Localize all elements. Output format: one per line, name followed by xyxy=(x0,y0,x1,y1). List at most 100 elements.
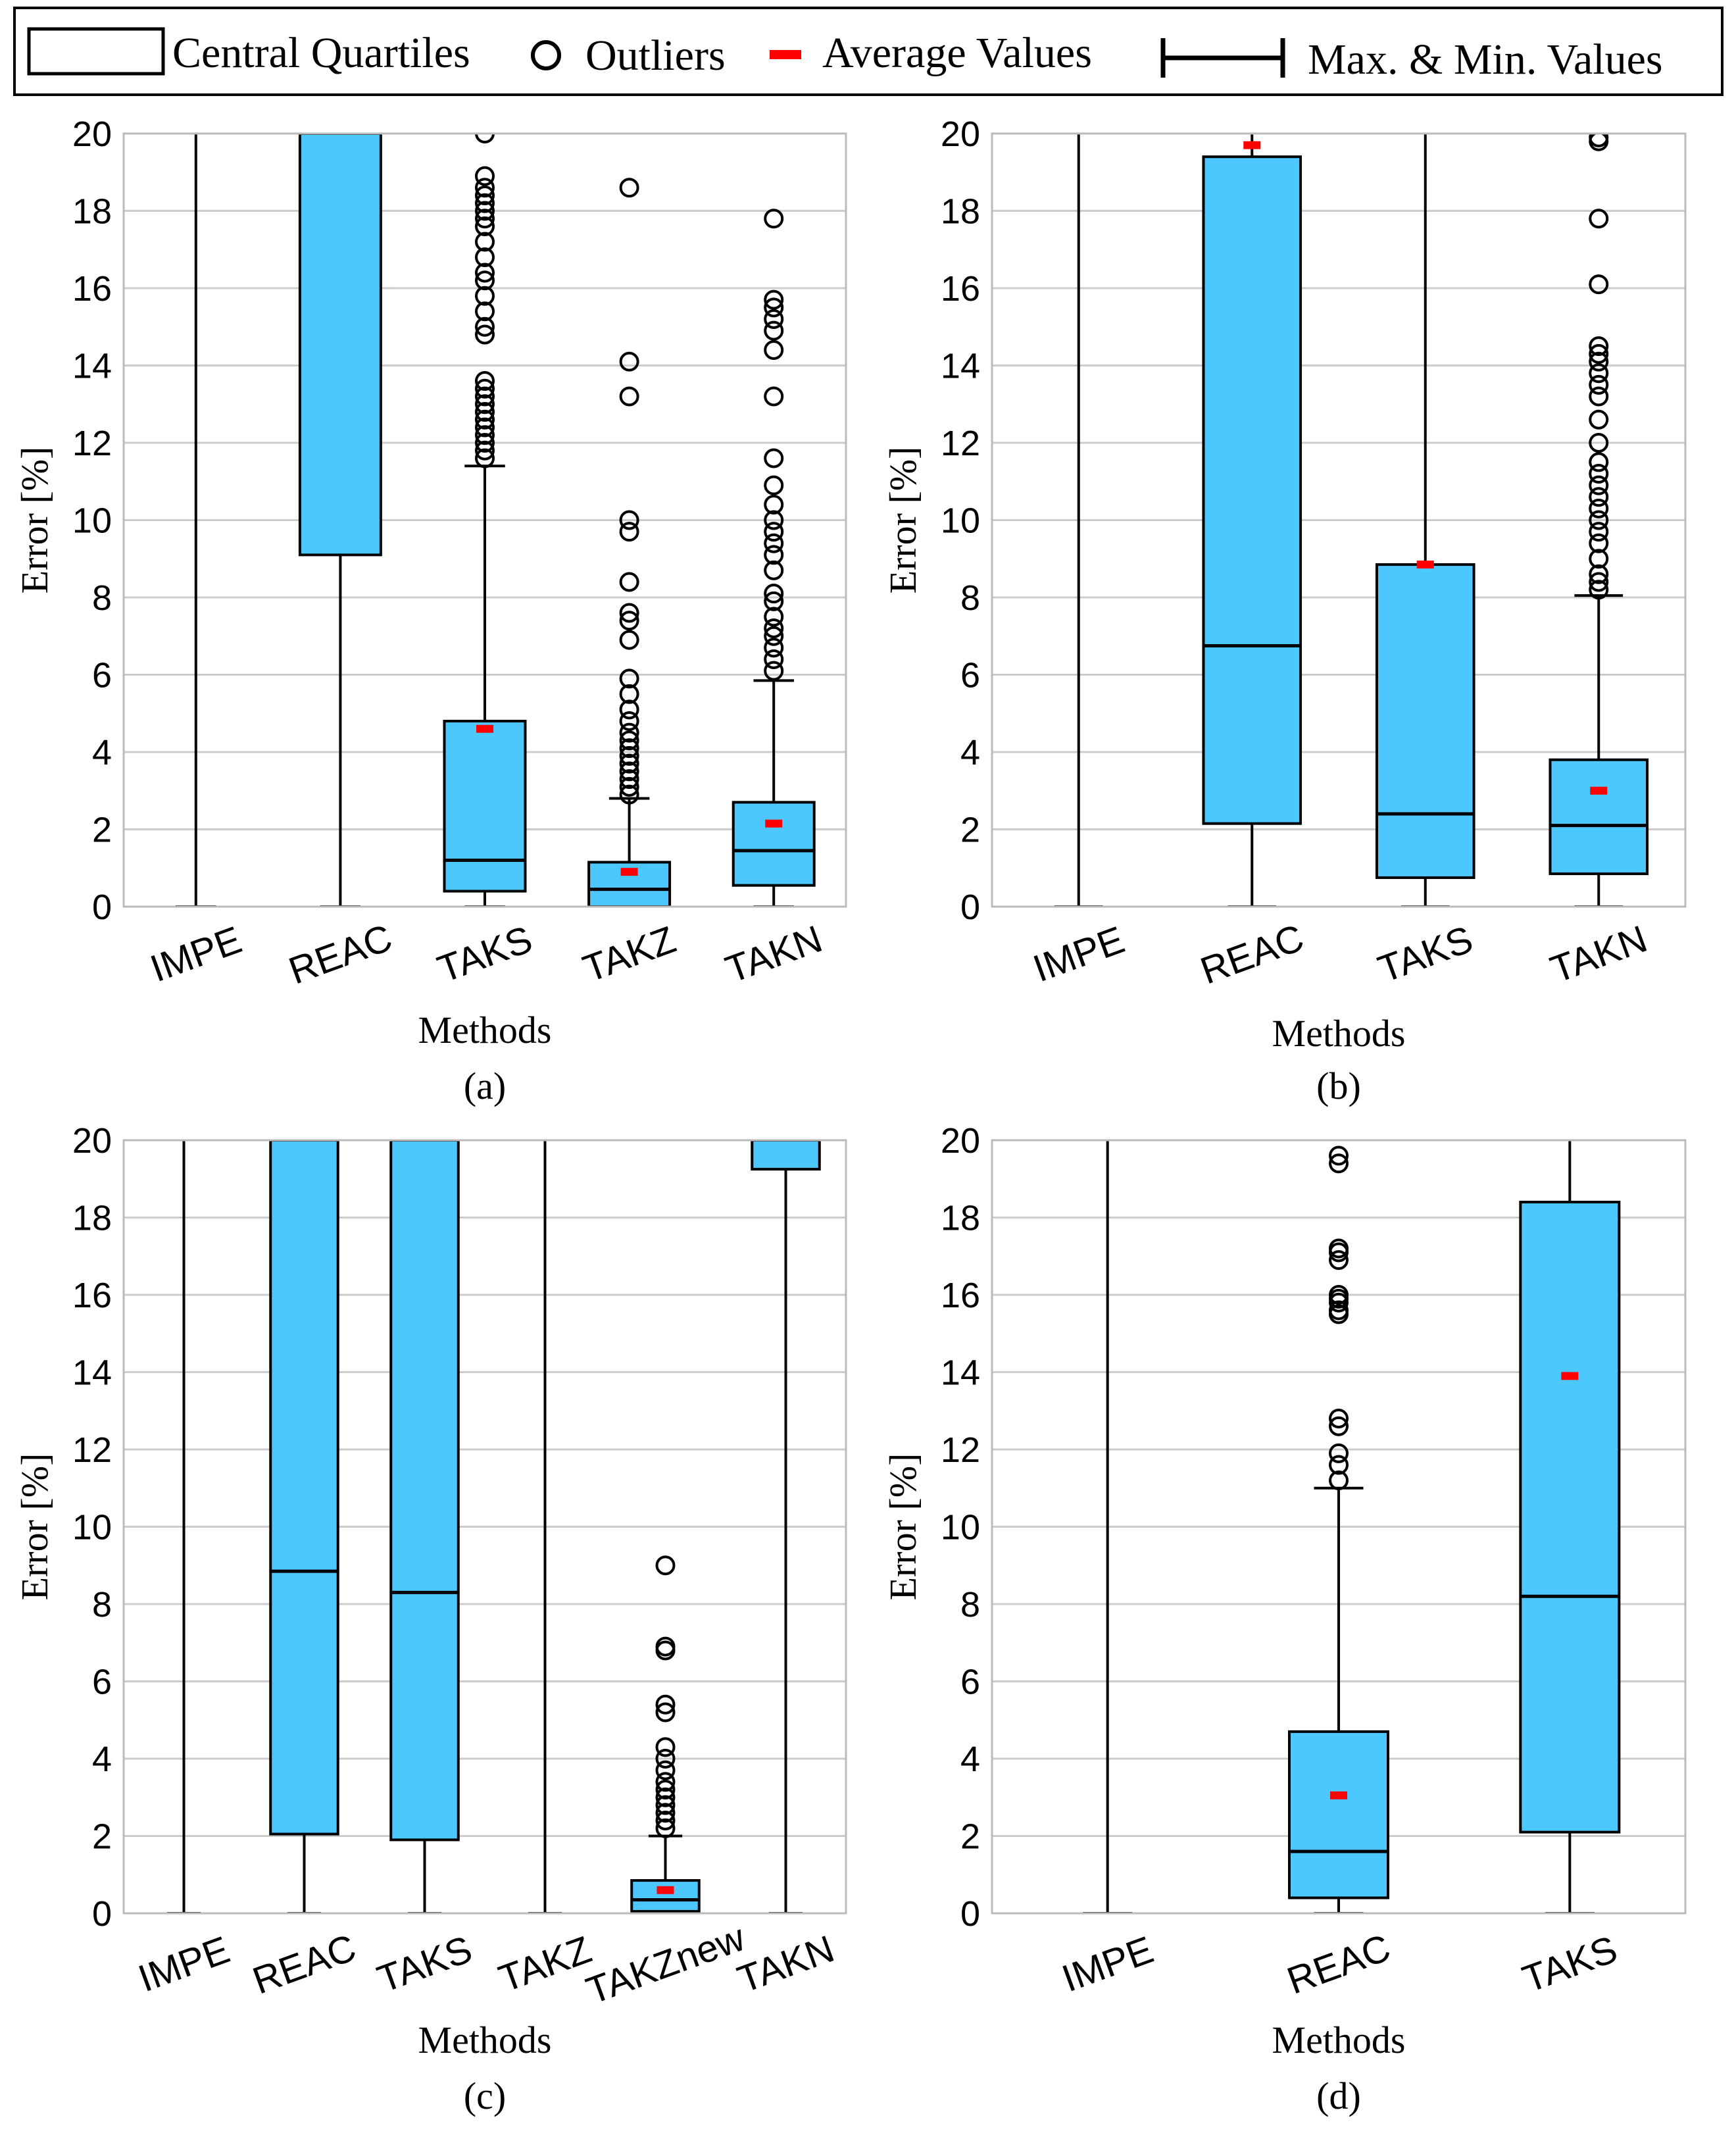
outlier-marker xyxy=(619,730,639,751)
outlier-marker xyxy=(619,603,639,623)
legend-box-swatch xyxy=(27,27,165,76)
outlier-marker xyxy=(764,510,784,530)
x-tick-label: TAKS xyxy=(1373,918,1479,991)
box-quartiles xyxy=(630,1879,701,1913)
y-tick-label: 8 xyxy=(92,1585,112,1624)
outlier-marker xyxy=(475,324,495,345)
outlier-marker xyxy=(1589,363,1609,384)
outlier-marker xyxy=(475,270,495,291)
box-quartiles xyxy=(1288,1730,1389,1899)
x-tick-label: REAC xyxy=(247,1926,362,2002)
plot-frame xyxy=(991,132,1687,908)
outlier-marker xyxy=(1329,1443,1349,1463)
outlier-marker xyxy=(475,186,495,205)
outlier-marker xyxy=(655,1818,676,1838)
outlier-marker xyxy=(475,394,495,415)
box-quartiles xyxy=(1519,1201,1621,1834)
outlier-marker xyxy=(1589,549,1609,569)
y-tick-label: 18 xyxy=(941,192,980,232)
outlier-marker xyxy=(475,440,495,461)
y-tick-label: 0 xyxy=(960,1894,980,1934)
outlier-marker xyxy=(655,1787,676,1807)
outlier-marker xyxy=(764,320,784,341)
panel-label: (c) xyxy=(464,2074,506,2117)
outlier-marker xyxy=(764,309,784,329)
outlier-marker xyxy=(475,301,495,322)
outlier-marker xyxy=(1589,336,1609,357)
outlier-marker xyxy=(764,607,784,627)
mean-marker xyxy=(620,868,638,876)
outlier-marker xyxy=(619,769,639,790)
legend-frame xyxy=(13,7,1724,96)
outlier-marker xyxy=(1589,487,1609,507)
y-tick-label: 12 xyxy=(941,1430,980,1470)
y-tick-label: 0 xyxy=(92,888,112,927)
outlier-marker xyxy=(764,545,784,565)
y-axis-label: Error [%] xyxy=(13,1453,56,1601)
outlier-marker xyxy=(619,745,639,766)
box-quartiles xyxy=(751,1140,821,1171)
y-tick-label: 18 xyxy=(941,1199,980,1238)
x-axis-label: Methods xyxy=(418,2019,552,2061)
y-tick-label: 4 xyxy=(92,1740,112,1779)
legend-box-label: Central Quartiles xyxy=(172,29,470,77)
outlier-marker xyxy=(655,1702,676,1722)
outlier-marker xyxy=(475,371,495,391)
outlier-marker xyxy=(619,510,639,530)
x-tick-label: REAC xyxy=(284,916,398,992)
box-quartiles xyxy=(269,1140,339,1836)
outlier-marker xyxy=(655,1737,676,1757)
y-tick-label: 20 xyxy=(941,1121,980,1161)
plot-frame xyxy=(991,1139,1687,1915)
outlier-marker xyxy=(475,134,495,143)
x-tick-label: REAC xyxy=(1281,1926,1396,2002)
y-tick-label: 10 xyxy=(72,1508,112,1547)
outlier-marker xyxy=(1589,386,1609,407)
y-axis-label: Error [%] xyxy=(881,447,924,594)
y-tick-label: 12 xyxy=(941,424,980,463)
y-tick-label: 4 xyxy=(92,733,112,772)
plot-area xyxy=(176,134,816,907)
outlier-marker xyxy=(764,209,784,229)
outlier-marker xyxy=(475,263,495,283)
y-tick-label: 6 xyxy=(960,1663,980,1702)
outlier-marker xyxy=(475,378,495,399)
outlier-marker xyxy=(764,522,784,542)
outlier-marker xyxy=(764,638,784,658)
x-tick-label: TAKN xyxy=(732,1927,840,2001)
mean-marker xyxy=(1590,786,1608,795)
outlier-marker xyxy=(764,591,784,611)
legend-outlier-marker xyxy=(531,40,561,70)
y-tick-label: 12 xyxy=(72,1430,112,1470)
y-tick-label: 14 xyxy=(72,1353,112,1393)
outlier-marker xyxy=(619,784,639,805)
y-tick-label: 4 xyxy=(960,733,980,772)
y-tick-label: 16 xyxy=(72,1276,112,1315)
legend-outlier-label: Outliers xyxy=(585,32,726,80)
y-tick-label: 10 xyxy=(941,1508,980,1547)
box-quartiles xyxy=(389,1140,460,1842)
x-tick-label: IMPE xyxy=(1056,1928,1158,2001)
outlier-marker xyxy=(1589,572,1609,592)
panel-label: (d) xyxy=(1316,2074,1361,2117)
y-tick-label: 4 xyxy=(960,1740,980,1779)
y-tick-label: 20 xyxy=(72,1121,112,1161)
outlier-marker xyxy=(655,1795,676,1815)
outlier-marker xyxy=(475,402,495,422)
outlier-marker xyxy=(619,611,639,631)
outlier-marker xyxy=(619,630,639,650)
outlier-marker xyxy=(475,409,495,430)
outlier-marker xyxy=(1329,1416,1349,1436)
outlier-marker xyxy=(619,386,639,407)
x-tick-label: IMPE xyxy=(1028,918,1129,991)
legend: Central Quartiles Outliers Average Value… xyxy=(13,7,1724,96)
panel-label: (a) xyxy=(464,1065,506,1107)
y-tick-label: 8 xyxy=(92,578,112,618)
panel-label: (b) xyxy=(1316,1065,1361,1107)
outlier-marker xyxy=(1329,1153,1349,1174)
outlier-marker xyxy=(655,1803,676,1823)
y-tick-label: 0 xyxy=(92,1894,112,1934)
outlier-marker xyxy=(475,166,495,186)
plot-area xyxy=(1054,134,1649,907)
outlier-marker xyxy=(1589,351,1609,372)
